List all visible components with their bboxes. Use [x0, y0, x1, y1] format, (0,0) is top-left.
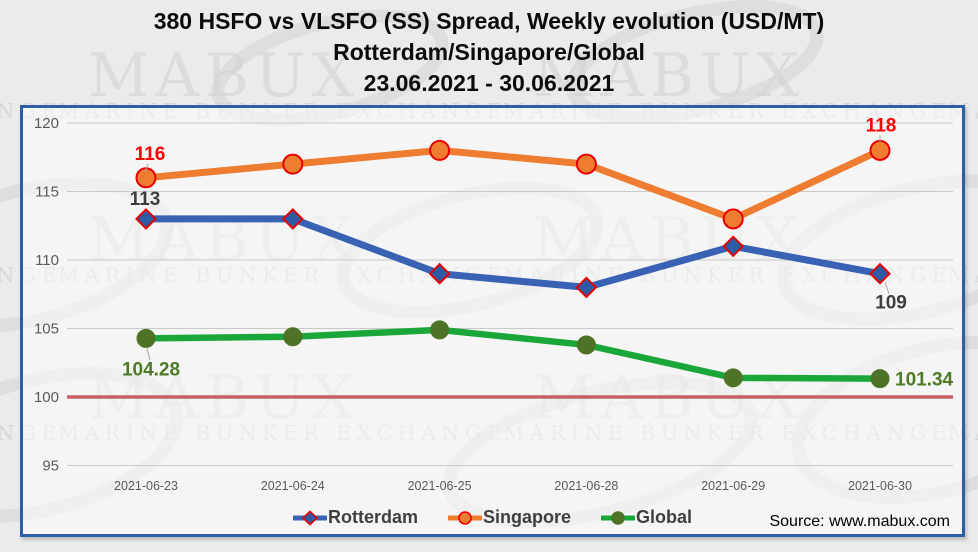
data-label-leader [884, 282, 890, 294]
legend: Rotterdam Singapore Global [23, 507, 962, 528]
data-point-rotterdam [722, 235, 745, 258]
y-axis-tick-label: 95 [42, 458, 59, 475]
data-point-label: 109 [875, 293, 907, 314]
chart-title-line3: 23.06.2021 - 30.06.2021 [363, 70, 615, 96]
y-axis-tick-label: 120 [34, 115, 59, 132]
chart-title: 380 HSFO vs VLSFO (SS) Spread, Weekly ev… [0, 6, 978, 99]
y-axis-tick-label: 100 [34, 389, 59, 406]
x-axis-tick-label: 2021-06-29 [701, 479, 765, 493]
legend-label: Global [636, 507, 693, 527]
x-axis-tick-label: 2021-06-30 [848, 479, 912, 493]
legend-item-rotterdam: Rotterdam [292, 507, 418, 528]
legend-label: Singapore [482, 507, 571, 527]
data-point-singapore [722, 208, 744, 230]
data-point-label: 113 [130, 189, 161, 210]
data-point-rotterdam [428, 262, 451, 285]
data-point-singapore [869, 139, 891, 161]
x-axis-tick-label: 2021-06-25 [408, 479, 472, 493]
data-point-global [870, 369, 890, 389]
data-point-global [136, 328, 156, 348]
data-point-global [723, 368, 743, 388]
series-line-singapore [142, 146, 884, 223]
data-point-global [576, 335, 596, 355]
source-text: Source: www.mabux.com [769, 513, 950, 530]
data-point-rotterdam [281, 207, 304, 230]
y-axis-tick-label: 115 [35, 184, 59, 201]
data-point-singapore [282, 153, 304, 175]
legend-item-singapore: Singapore [447, 507, 571, 528]
y-axis-tick-label: 110 [35, 252, 59, 269]
legend-item-global: Global [601, 507, 692, 528]
legend-circle [611, 510, 625, 525]
data-point-rotterdam [135, 207, 157, 230]
singapore-legend-marker-icon [447, 510, 482, 525]
data-point-label: 101.34 [895, 370, 954, 391]
data-point-singapore [575, 153, 597, 175]
data-point-singapore [135, 167, 157, 189]
chart-title-line1: 380 HSFO vs VLSFO (SS) Spread, Weekly ev… [153, 8, 825, 34]
legend-label: Rotterdam [327, 507, 418, 527]
data-point-global [430, 320, 450, 340]
rotterdam-legend-marker-icon [292, 509, 327, 526]
series-line-global [142, 326, 884, 382]
data-point-singapore [429, 139, 451, 161]
data-point-rotterdam [869, 262, 891, 285]
x-axis-tick-label: 2021-06-24 [261, 479, 325, 493]
global-legend-marker-icon [601, 510, 635, 525]
data-point-global [283, 327, 303, 347]
chart-title-line2: Rotterdam/Singapore/Global [333, 39, 645, 65]
data-point-rotterdam [575, 276, 598, 299]
chart-area: 95 100 105 110 115 120 2021-06-23 2021-06-24 202… [20, 105, 965, 537]
x-axis-tick-label: 2021-06-23 [114, 479, 178, 493]
x-axis-tick-label: 2021-06-28 [554, 479, 618, 493]
series-line-rotterdam [142, 215, 884, 291]
data-label-leader [144, 163, 149, 172]
plot-canvas: 95 100 105 110 115 120 2021-06-23 2021-06-24 202… [34, 115, 954, 493]
legend-diamond [301, 509, 319, 526]
data-point-label: 116 [135, 144, 166, 165]
data-label-leader [146, 348, 151, 361]
data-point-label: 118 [866, 115, 897, 136]
y-axis-tick-label: 105 [34, 321, 59, 338]
legend-circle [458, 510, 472, 525]
data-point-label: 104.28 [122, 359, 180, 380]
